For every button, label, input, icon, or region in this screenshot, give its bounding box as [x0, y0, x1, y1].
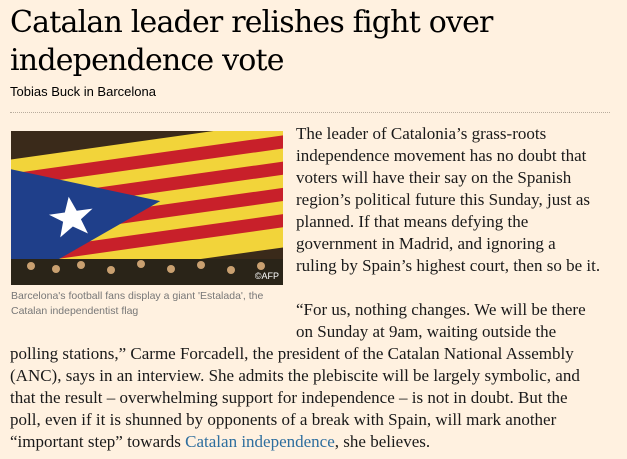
text-line: region’s political future this Sunday, j…: [296, 190, 590, 209]
text-line: government in Madrid, and ignoring a: [296, 234, 556, 253]
divider: [10, 112, 610, 113]
caption-line: Barcelona's football fans display a gian…: [11, 290, 264, 302]
byline[interactable]: Tobias Buck in Barcelona: [10, 84, 156, 99]
title-line: Catalan leader relishes fight over: [10, 5, 493, 40]
catalan-independence-link[interactable]: Catalan independence: [185, 432, 335, 451]
text-line: independence movement has no doubt that: [296, 146, 587, 165]
text-segment: , she believes.: [334, 432, 431, 451]
text-line: poll, even if it is shunned by opponents…: [10, 410, 557, 429]
photo-caption: Barcelona's football fans display a gian…: [11, 289, 286, 319]
text-line: voters will have their say on the Spanis…: [296, 168, 572, 187]
text-line: The leader of Catalonia’s grass-roots: [296, 124, 547, 143]
text-line: that the result – overwhelming support f…: [10, 388, 568, 407]
text-line: on Sunday at 9am, waiting outside the: [296, 322, 557, 341]
title-line: independence vote: [10, 43, 285, 78]
article-title: Catalan leader relishes fight over indep…: [10, 4, 493, 80]
article-photo: ©AFP: [11, 131, 283, 285]
text-line: (ANC), says in an interview. She admits …: [10, 366, 580, 385]
text-line: “For us, nothing changes. We will be the…: [296, 300, 586, 319]
estelada-flag-image: ©AFP: [11, 131, 283, 285]
text-line: planned. If that means defying the: [296, 212, 529, 231]
text-line: polling stations,” Carme Forcadell, the …: [10, 344, 574, 363]
text-line: ruling by Spain’s highest court, then so…: [296, 256, 601, 275]
text-line: “important step” towards Catalan indepen…: [10, 431, 430, 453]
caption-line: Catalan independentist flag: [11, 305, 139, 317]
photo-credit: ©AFP: [255, 271, 279, 281]
text-segment: “important step” towards: [10, 432, 186, 451]
